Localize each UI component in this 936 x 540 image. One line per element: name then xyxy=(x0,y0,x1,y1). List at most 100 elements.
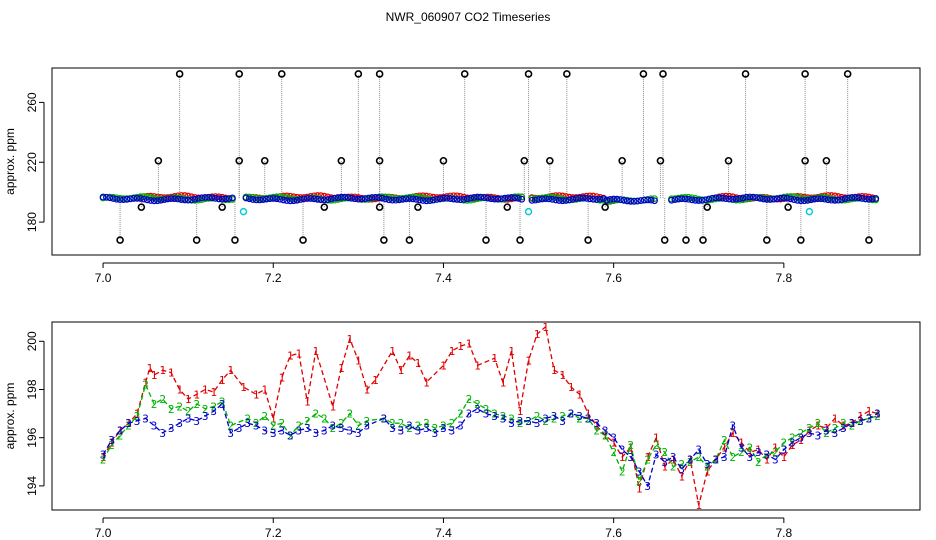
series-2-point: 2 xyxy=(330,422,337,435)
series-blue-point xyxy=(535,196,543,203)
series-2-point: 2 xyxy=(576,412,583,425)
series-blue-point xyxy=(273,195,281,203)
series-1-point: 1 xyxy=(721,441,728,454)
series-blue-point xyxy=(647,196,655,204)
series-3-point: 3 xyxy=(338,422,345,435)
series-2-point: 2 xyxy=(627,439,634,452)
series-blue-point xyxy=(429,196,437,204)
series-1-point: 1 xyxy=(355,355,362,368)
series-blue-point xyxy=(678,195,686,203)
x-tick-label: 7.6 xyxy=(605,526,622,540)
series-blue-point xyxy=(545,195,553,203)
series-blue-point xyxy=(548,195,556,203)
series-3-point: 3 xyxy=(542,412,549,425)
series-3-point: 3 xyxy=(312,427,319,440)
series-blue-point xyxy=(361,195,369,202)
series-blue-point xyxy=(838,196,846,203)
spike-point xyxy=(235,156,244,165)
series-2-point: 2 xyxy=(457,408,464,421)
series-1-point: 1 xyxy=(278,371,285,384)
series-2-point: 2 xyxy=(202,403,209,416)
series-blue-point xyxy=(263,195,270,203)
series-2-point: 2 xyxy=(500,410,507,423)
series-1-point: 1 xyxy=(100,451,107,464)
series-1-point: 1 xyxy=(781,451,788,464)
series-1-point: 1 xyxy=(559,369,566,382)
series-blue-point xyxy=(470,194,478,201)
series-blue-point xyxy=(348,194,355,202)
series-blue-point xyxy=(511,194,519,202)
series-2-point: 2 xyxy=(815,417,822,430)
series-1-point: 1 xyxy=(508,345,515,358)
series-2-point: 2 xyxy=(695,451,702,464)
series-1-point: 1 xyxy=(219,374,226,387)
series-3-point: 3 xyxy=(576,410,583,423)
spike-point xyxy=(354,70,363,78)
series-blue-point xyxy=(865,195,873,203)
series-blue-point xyxy=(773,195,781,203)
series-2-point: 2 xyxy=(534,410,541,423)
series-1-point: 1 xyxy=(466,338,473,351)
series-blue-point xyxy=(211,194,219,202)
series-blue-point xyxy=(845,194,852,202)
series-blue-point xyxy=(583,194,590,202)
series-blue-point xyxy=(416,196,424,204)
series-blue-point xyxy=(150,197,158,205)
spike-point xyxy=(277,70,286,78)
series-blue-point xyxy=(320,196,328,204)
series-2-point: 2 xyxy=(244,412,251,425)
series-1-point: 1 xyxy=(593,420,600,433)
series-3-point: 3 xyxy=(670,451,677,464)
series-blue-point xyxy=(103,193,110,201)
series-1-point: 1 xyxy=(491,352,498,365)
spike-point xyxy=(218,203,226,211)
series-1-point: 1 xyxy=(627,441,634,454)
series-1-point: 1 xyxy=(312,345,319,358)
series-3-point: 3 xyxy=(278,424,285,437)
series-2-point: 2 xyxy=(670,461,677,474)
series-3-point: 3 xyxy=(423,422,430,435)
series-1-point: 1 xyxy=(406,350,413,363)
series-3-point: 3 xyxy=(117,424,124,437)
x-tick-label: 7.4 xyxy=(435,526,452,540)
series-3-point: 3 xyxy=(593,417,600,430)
series-2-point: 2 xyxy=(312,408,319,421)
series-green-point xyxy=(790,193,798,201)
series-3-point: 3 xyxy=(551,410,558,423)
series-2-point: 2 xyxy=(449,417,456,430)
series-1-point: 1 xyxy=(295,347,302,360)
series-green-point xyxy=(518,193,526,201)
series-blue-point xyxy=(708,194,716,202)
series-blue-point xyxy=(160,196,168,203)
spike-point xyxy=(380,236,388,244)
series-blue-point xyxy=(528,196,536,204)
series-2-point: 2 xyxy=(474,398,481,411)
series-3-point: 3 xyxy=(287,429,294,442)
series-blue-point xyxy=(623,197,631,205)
series-1-point: 1 xyxy=(636,482,643,495)
series-3-point: 3 xyxy=(355,427,362,440)
series-3-point: 3 xyxy=(415,424,422,437)
spike-point xyxy=(231,236,239,244)
series-blue-point xyxy=(651,197,658,205)
series-1-point: 1 xyxy=(287,350,294,363)
series-blue-point xyxy=(375,194,383,201)
series-2-point: 2 xyxy=(117,429,124,442)
series-3-point: 3 xyxy=(440,422,447,435)
cyan-point xyxy=(805,207,814,216)
series-2-point: 2 xyxy=(746,441,753,454)
series-2-point: 2 xyxy=(347,408,354,421)
series-3-point: 3 xyxy=(449,424,456,437)
series-blue-point xyxy=(753,194,761,201)
series-1-point: 1 xyxy=(253,388,260,401)
series-1-point: 1 xyxy=(389,345,396,358)
series-1-point: 1 xyxy=(704,465,711,478)
series-blue-point xyxy=(341,193,349,201)
series-blue-point xyxy=(337,193,345,201)
series-2-point: 2 xyxy=(687,456,694,469)
series-blue-point xyxy=(780,194,788,202)
series-2-point: 2 xyxy=(364,415,371,428)
series-blue-point xyxy=(736,195,743,202)
series-1-point: 1 xyxy=(525,355,532,368)
series-1-point: 1 xyxy=(159,364,166,377)
